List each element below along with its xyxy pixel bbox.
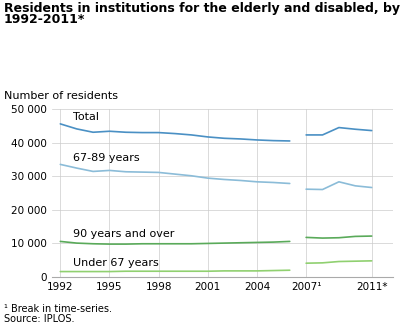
Text: 1992-2011*: 1992-2011* [4,13,85,26]
Text: Number of residents: Number of residents [4,91,118,101]
Text: Source: IPLOS.: Source: IPLOS. [4,314,75,322]
Text: Total: Total [73,112,99,122]
Text: 67-89 years: 67-89 years [73,153,140,163]
Text: Residents in institutions for the elderly and disabled, by age.: Residents in institutions for the elderl… [4,2,401,14]
Text: Under 67 years: Under 67 years [73,258,159,268]
Text: 90 years and over: 90 years and over [73,229,175,239]
Text: ¹ Break in time-series.: ¹ Break in time-series. [4,304,112,314]
